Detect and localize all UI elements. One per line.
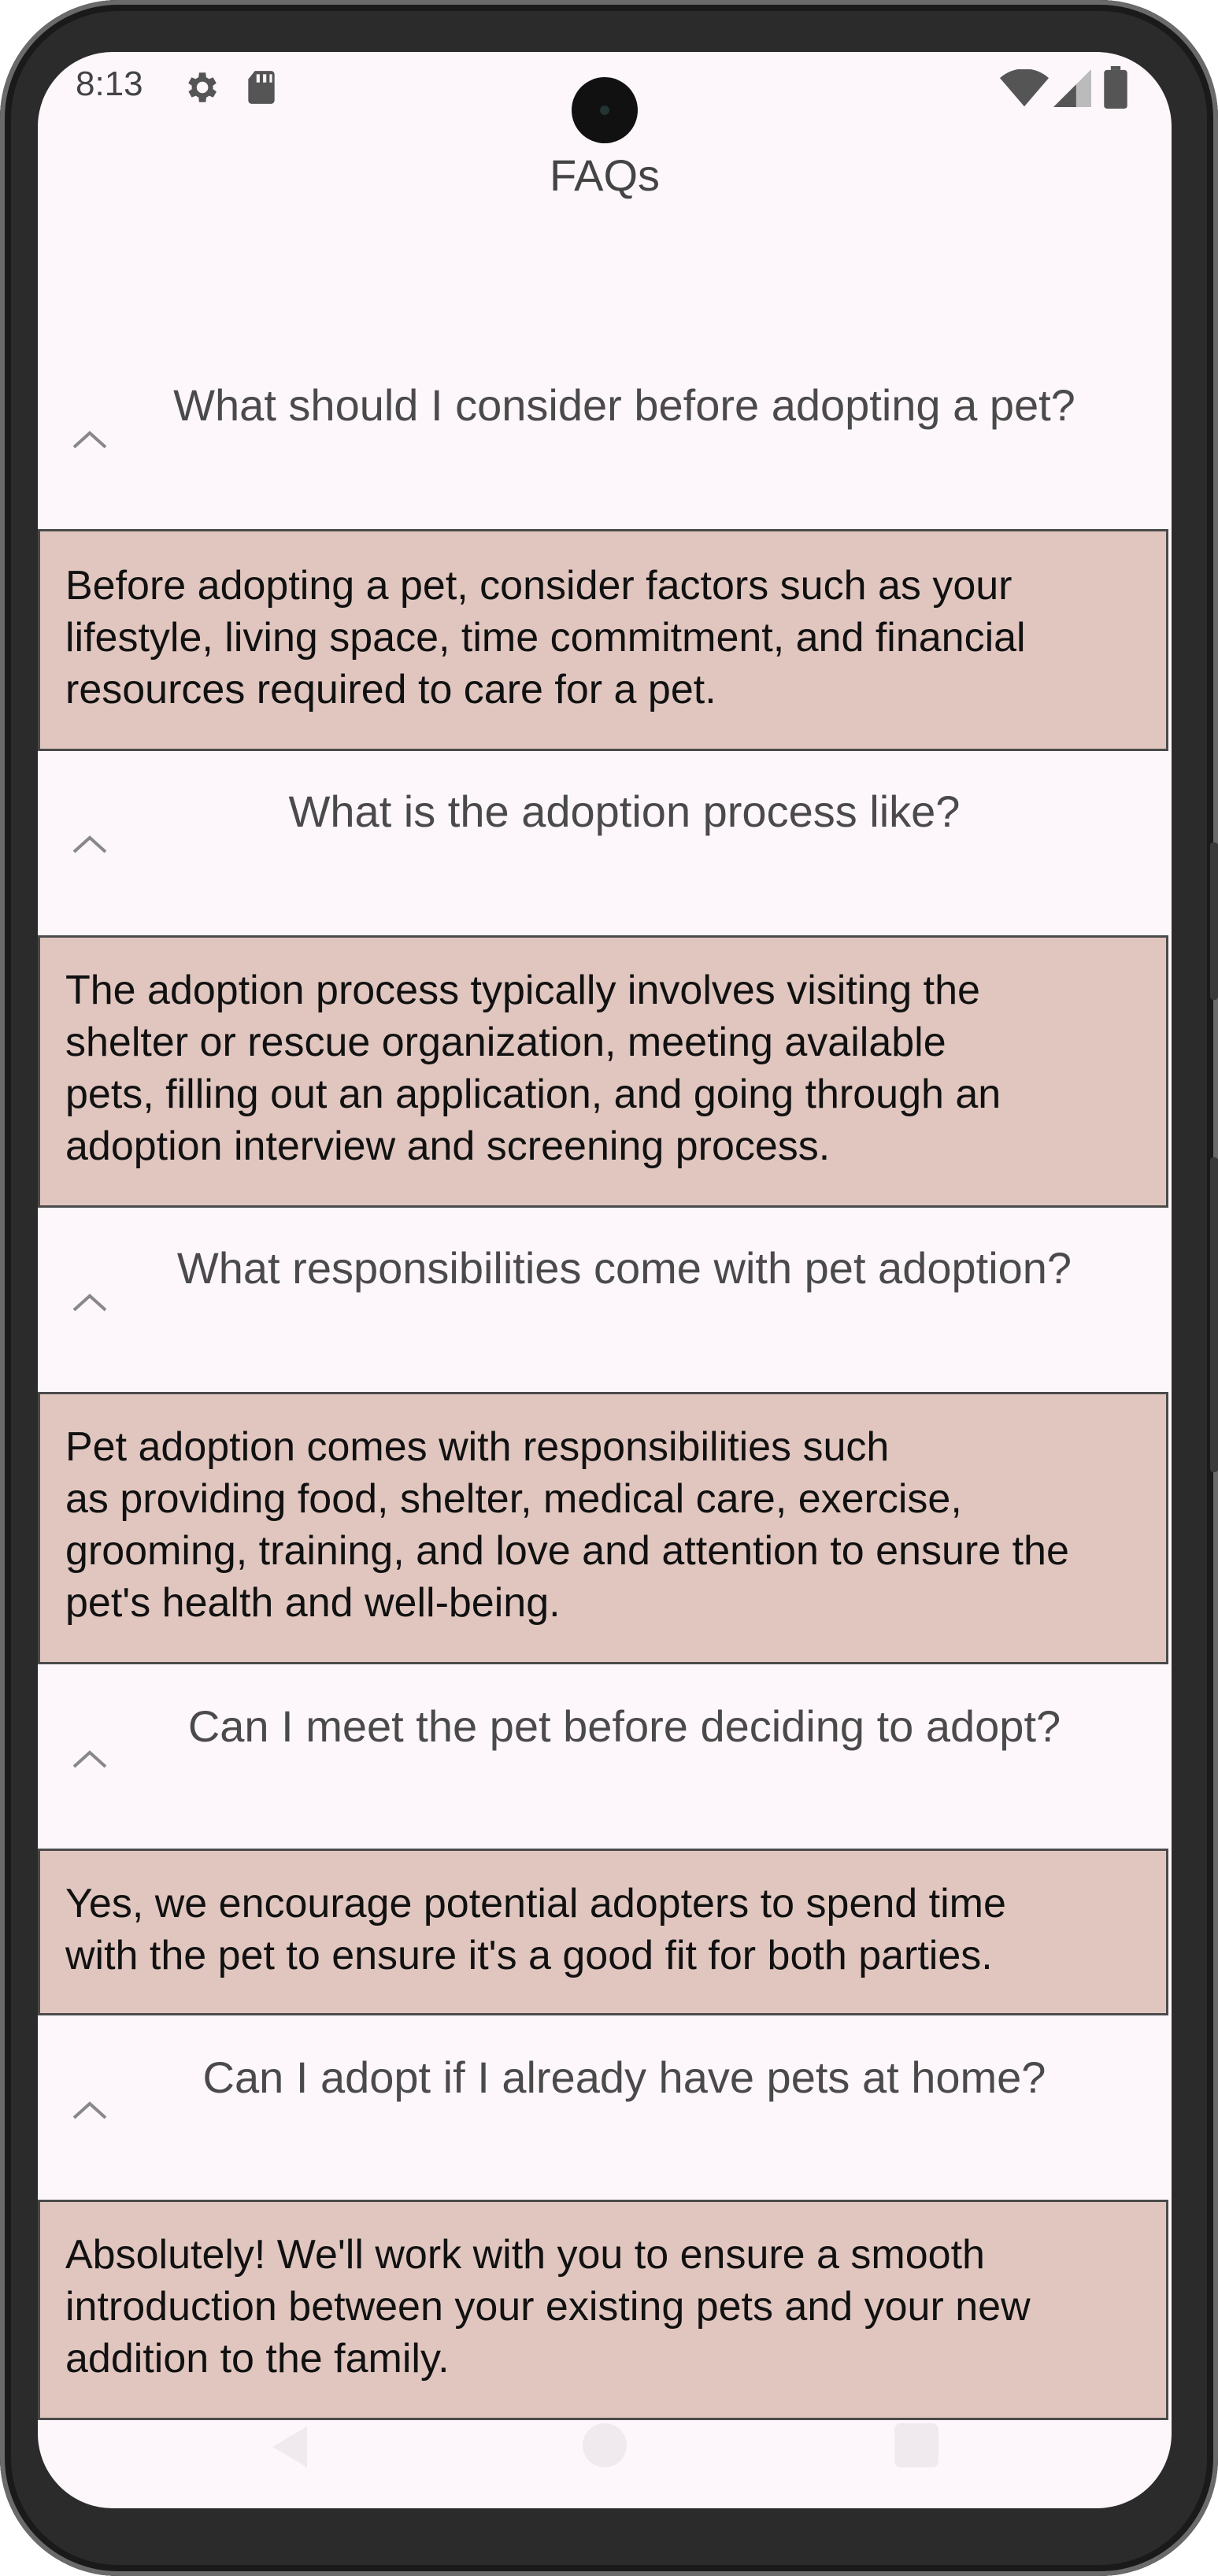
faq-answer-text: The adoption process typically involves … [65, 968, 1001, 1169]
wifi-icon [1000, 68, 1049, 111]
signal-icon [1053, 69, 1091, 111]
faq-question-text: What should I consider before adopting a… [173, 380, 1075, 430]
faq-answer-text: Pet adoption comes with responsibilities… [65, 1424, 1069, 1626]
back-icon[interactable] [266, 2422, 313, 2472]
faq-question-row[interactable]: What is the adoption process like? [38, 751, 1172, 932]
faq-answer-panel: Pet adoption comes with responsibilities… [38, 1392, 1168, 1664]
battery-icon [1104, 66, 1127, 113]
faq-answer-panel: Before adopting a pet, consider factors … [38, 529, 1168, 751]
faq-question-text: Can I adopt if I already have pets at ho… [202, 2052, 1046, 2102]
recents-icon[interactable] [894, 2423, 938, 2467]
chevron-up-icon [72, 835, 107, 853]
faq-answer-panel: Absolutely! We'll work with you to ensur… [38, 2200, 1168, 2420]
status-bar: 8:13 [38, 52, 1172, 143]
faq-question-text: Can I meet the pet before deciding to ad… [187, 1701, 1061, 1751]
power-button [1210, 842, 1218, 1000]
volume-button [1210, 1157, 1218, 1472]
home-icon[interactable] [583, 2423, 627, 2467]
faq-answer-panel: The adoption process typically involves … [38, 935, 1168, 1208]
faq-answer-text: Yes, we encourage potential adopters to … [65, 1881, 1006, 1978]
faq-question-row[interactable]: What should I consider before adopting a… [38, 335, 1172, 516]
faq-question-text: What is the adoption process like? [288, 786, 961, 836]
screen: 8:13 [38, 52, 1172, 2508]
gear-icon [181, 68, 220, 111]
faq-answer-panel: Yes, we encourage potential adopters to … [38, 1849, 1168, 2015]
page-title: FAQs [549, 150, 661, 200]
sd-card-icon [244, 68, 279, 111]
faq-answer-text: Before adopting a pet, consider factors … [65, 563, 1026, 712]
chevron-up-icon [72, 431, 107, 449]
chevron-up-icon [72, 2101, 107, 2119]
front-camera [572, 77, 638, 143]
status-time: 8:13 [76, 65, 143, 103]
faq-question-row[interactable]: Can I adopt if I already have pets at ho… [38, 2015, 1172, 2197]
chevron-up-icon [72, 1750, 107, 1768]
faq-question-row[interactable]: Can I meet the pet before deciding to ad… [38, 1664, 1172, 1845]
faq-question-text: What responsibilities come with pet adop… [176, 1243, 1072, 1293]
faq-question-row[interactable]: What responsibilities come with pet adop… [38, 1208, 1172, 1389]
chevron-up-icon [72, 1294, 107, 1312]
faq-answer-text: Absolutely! We'll work with you to ensur… [65, 2232, 1031, 2382]
navigation-bar [38, 2406, 1172, 2508]
